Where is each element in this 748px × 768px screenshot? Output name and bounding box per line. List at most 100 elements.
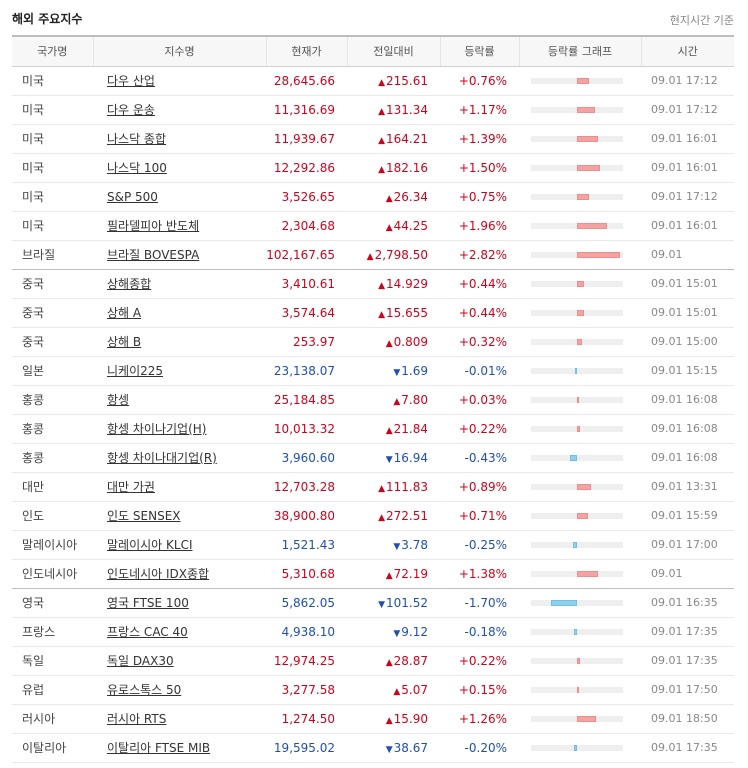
rate-bar-fill-up <box>577 396 579 403</box>
change-value: 16.94 <box>393 450 428 465</box>
index-name-link[interactable]: 나스닥 100 <box>107 161 167 175</box>
index-name-cell: 프랑스 CAC 40 <box>93 617 266 647</box>
rate-bar-track <box>531 338 623 345</box>
index-name-link[interactable]: 나스닥 종합 <box>107 132 167 146</box>
index-name-link[interactable]: 상해 B <box>107 335 142 349</box>
time-cell: 09.01 15:59 <box>641 501 734 531</box>
change-cell: ▲21.84 <box>347 414 440 444</box>
change-value: 14.929 <box>386 276 428 291</box>
table-row: 이탈리아 이탈리아 FTSE MIB 19,595.02 ▼38.67 -0.20% 09… <box>12 733 734 763</box>
country-cell: 미국 <box>12 182 93 212</box>
index-name-link[interactable]: 프랑스 CAC 40 <box>107 625 188 639</box>
index-name-cell: 인도 SENSEX <box>93 501 266 531</box>
price-cell: 10,013.32 <box>266 414 347 444</box>
indices-table: 국가명 지수명 현재가 전일대비 등락률 등락률 그래프 시간 미국 다우 산업 2… <box>12 35 734 763</box>
rate-cell: +0.22% <box>440 414 519 444</box>
index-name-cell: 인도네시아 IDX종합 <box>93 559 266 589</box>
rate-graph-cell <box>519 530 641 560</box>
rate-bar-track <box>531 193 623 200</box>
change-value: 182.16 <box>386 160 428 175</box>
country-cell: 말레이시아 <box>12 530 93 560</box>
index-name-link[interactable]: 니케이225 <box>107 364 164 378</box>
rate-bar-fill-up <box>577 251 620 258</box>
index-name-cell: 다우 산업 <box>93 66 266 96</box>
index-name-cell: 항셍 차이나기업(H) <box>93 414 266 444</box>
rate-graph-cell <box>519 588 641 618</box>
index-name-link[interactable]: 유로스톡스 50 <box>107 683 182 697</box>
rate-bar-track <box>531 628 623 635</box>
change-value: 21.84 <box>393 421 428 436</box>
index-name-link[interactable]: 인도 SENSEX <box>107 509 181 523</box>
country-cell: 미국 <box>12 66 93 96</box>
rate-cell: +1.50% <box>440 153 519 183</box>
index-name-link[interactable]: 다우 운송 <box>107 103 155 117</box>
index-name-link[interactable]: 브라질 BOVESPA <box>107 248 200 262</box>
price-cell: 11,316.69 <box>266 95 347 125</box>
index-name-link[interactable]: 상해종합 <box>107 277 152 291</box>
rate-cell: +0.44% <box>440 269 519 299</box>
index-name-link[interactable]: 상해 A <box>107 306 142 320</box>
index-name-link[interactable]: S&P 500 <box>107 189 158 204</box>
country-cell: 러시아 <box>12 704 93 734</box>
table-row: 미국 다우 산업 28,645.66 ▲215.61 +0.76% 09.01 17:12 <box>12 66 734 96</box>
index-name-link[interactable]: 항셍 차이나기업(H) <box>107 422 207 436</box>
index-name-link[interactable]: 필라델피아 반도체 <box>107 219 200 233</box>
price-cell: 5,862.05 <box>266 588 347 618</box>
index-name-cell: 필라델피아 반도체 <box>93 211 266 241</box>
rate-cell: -0.25% <box>440 530 519 560</box>
index-name-cell: 상해 A <box>93 298 266 328</box>
country-cell: 브라질 <box>12 240 93 270</box>
rate-bar-fill-up <box>577 193 589 200</box>
change-value: 15.655 <box>386 305 428 320</box>
table-row: 미국 필라델피아 반도체 2,304.68 ▲44.25 +1.96% 09.01 16:… <box>12 211 734 241</box>
index-name-link[interactable]: 항셍 차이나대기업(R) <box>107 451 217 465</box>
rate-bar-fill-up <box>577 570 598 577</box>
arrow-down-icon: ▼ <box>393 367 401 378</box>
country-cell: 인도네시아 <box>12 559 93 589</box>
price-cell: 1,274.50 <box>266 704 347 734</box>
time-cell: 09.01 15:01 <box>641 269 734 299</box>
index-name-link[interactable]: 항셍 <box>107 393 130 407</box>
rate-cell: +0.03% <box>440 385 519 415</box>
price-cell: 12,703.28 <box>266 472 347 502</box>
change-cell: ▲14.929 <box>347 269 440 299</box>
index-name-link[interactable]: 대만 가권 <box>107 480 155 494</box>
time-cell: 09.01 15:00 <box>641 327 734 357</box>
column-header-rate-graph: 등락률 그래프 <box>518 35 641 67</box>
table-row: 독일 독일 DAX30 12,974.25 ▲28.87 +0.22% 09.01 17:… <box>12 646 734 676</box>
rate-bar-fill-up <box>577 512 588 519</box>
rate-bar-fill-up <box>577 164 600 171</box>
change-cell: ▼1.69 <box>347 356 440 386</box>
rate-bar-fill-up <box>577 425 580 432</box>
change-value: 164.21 <box>386 131 428 146</box>
index-name-link[interactable]: 말레이시아 KLCI <box>107 538 193 552</box>
index-name-link[interactable]: 영국 FTSE 100 <box>107 596 189 610</box>
rate-bar-fill-up <box>577 222 607 229</box>
price-cell: 23,138.07 <box>266 356 347 386</box>
index-name-link[interactable]: 인도네시아 IDX종합 <box>107 567 210 581</box>
rate-bar-track <box>531 106 623 113</box>
rate-bar-track <box>531 512 623 519</box>
time-cell: 09.01 16:08 <box>641 443 734 473</box>
change-value: 131.34 <box>386 102 428 117</box>
rate-graph-cell <box>519 66 641 96</box>
arrow-down-icon: ▼ <box>385 744 393 755</box>
index-name-link[interactable]: 이탈리아 FTSE MIB <box>107 741 211 755</box>
rate-bar-fill-up <box>577 483 591 490</box>
change-value: 26.34 <box>393 189 428 204</box>
index-name-link[interactable]: 독일 DAX30 <box>107 654 174 668</box>
index-name-link[interactable]: 러시아 RTS <box>107 712 167 726</box>
time-cell: 09.01 16:08 <box>641 414 734 444</box>
price-cell: 12,292.86 <box>266 153 347 183</box>
column-header-price: 현재가 <box>265 35 347 67</box>
price-cell: 3,277.58 <box>266 675 347 705</box>
change-cell: ▲15.90 <box>347 704 440 734</box>
table-row: 미국 S&P 500 3,526.65 ▲26.34 +0.75% 09.01 17:12 <box>12 182 734 212</box>
index-name-link[interactable]: 다우 산업 <box>107 74 155 88</box>
table-row: 중국 상해종합 3,410.61 ▲14.929 +0.44% 09.01 15:01 <box>12 269 734 299</box>
index-name-cell: 러시아 RTS <box>93 704 266 734</box>
rate-graph-cell <box>519 211 641 241</box>
table-row: 중국 상해 A 3,574.64 ▲15.655 +0.44% 09.01 15:01 <box>12 298 734 328</box>
rate-bar-track <box>531 367 623 374</box>
change-cell: ▲28.87 <box>347 646 440 676</box>
